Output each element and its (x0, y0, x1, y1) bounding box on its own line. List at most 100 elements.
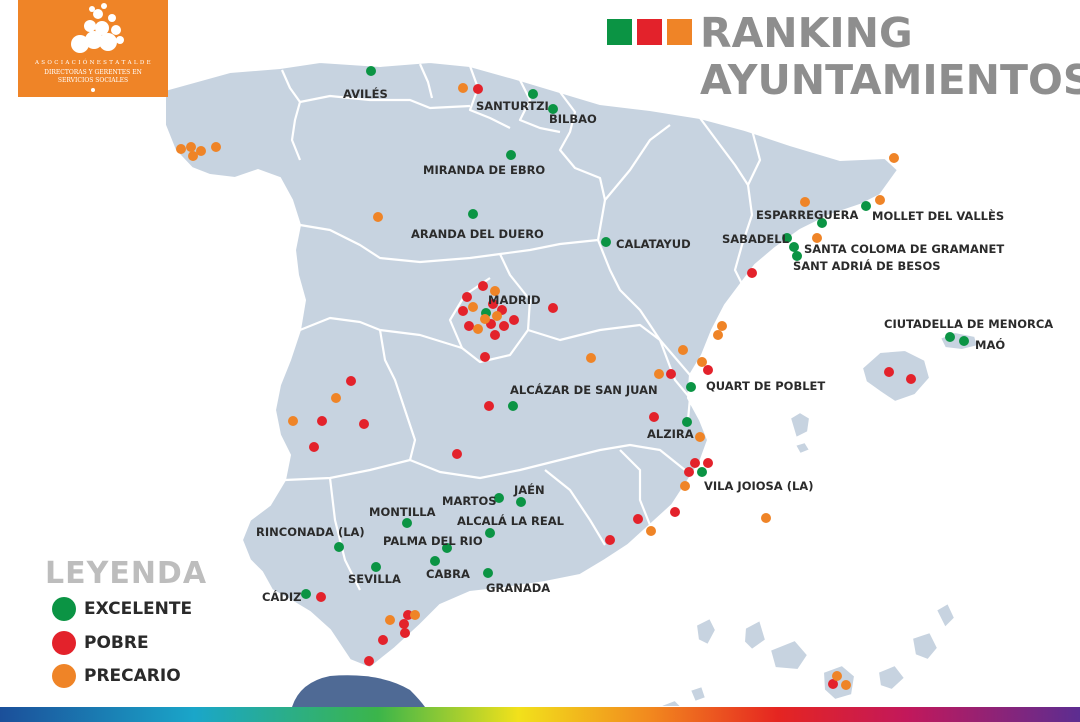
red-dot-icon (52, 631, 76, 655)
map-dot (473, 324, 483, 334)
map-dot (371, 562, 381, 572)
map-dot (666, 369, 676, 379)
map-dot (670, 507, 680, 517)
map-dot (747, 268, 757, 278)
map-dot (703, 458, 713, 468)
logo-line-2: DIRECTORAS Y GERENTES EN (44, 69, 142, 76)
legend-item-pobre: POBRE (52, 631, 149, 655)
orange-dot-icon (52, 664, 76, 688)
city-label: RINCONADA (LA) (256, 525, 365, 539)
dots-excelente (301, 66, 969, 599)
city-label: SEVILLA (348, 572, 401, 586)
map-dot (188, 151, 198, 161)
map-dot (861, 201, 871, 211)
city-label: MADRID (488, 293, 541, 307)
map-dot (186, 142, 196, 152)
map-dot (468, 302, 478, 312)
map-dot (373, 212, 383, 222)
legend-label: PRECARIO (84, 666, 181, 686)
legend-title: LEYENDA (45, 556, 208, 591)
city-label: CALATAYUD (616, 237, 691, 251)
map-dot (480, 314, 490, 324)
legend-item-precario: PRECARIO (52, 664, 181, 688)
map-dot (346, 376, 356, 386)
city-label: CIUTADELLA DE MENORCA (884, 317, 1053, 331)
map-dot (483, 568, 493, 578)
map-dot (697, 357, 707, 367)
city-label: SANTA COLOMA DE GRAMANET (804, 242, 1004, 256)
city-label: BILBAO (549, 112, 597, 126)
map-dot (633, 514, 643, 524)
city-label: ALCALÁ LA REAL (457, 513, 565, 528)
map-dot (889, 153, 899, 163)
map-dot (288, 416, 298, 426)
legend-label: POBRE (84, 633, 149, 653)
orange-square (667, 19, 692, 45)
logo-dot (91, 88, 95, 92)
map-dot (488, 299, 498, 309)
map-dot (601, 237, 611, 247)
map-dot (646, 526, 656, 536)
map-dot (548, 104, 558, 114)
dots-precario (176, 83, 899, 690)
map-dot (490, 330, 500, 340)
red-square (637, 19, 662, 45)
map-dot (690, 458, 700, 468)
map-dot (309, 442, 319, 452)
legend-label: EXCELENTE (84, 599, 193, 619)
logo-line-3: SERVICIOS SOCIALES (57, 77, 129, 84)
map-dot (812, 233, 822, 243)
map-dot (649, 412, 659, 422)
rainbow-footer-bar (0, 707, 1080, 722)
map-dot (761, 513, 771, 523)
city-label: ARANDA DEL DUERO (411, 227, 544, 241)
map-dot (364, 656, 374, 666)
map-dot (452, 449, 462, 459)
map-dot (800, 197, 810, 207)
map-dot (789, 242, 799, 252)
map-dot (473, 84, 483, 94)
map-dot (832, 671, 842, 681)
map-dot (817, 218, 827, 228)
page-title: RANKING AYUNTAMIENTOS (700, 10, 1080, 104)
city-label: VILA JOIOSA (LA) (704, 479, 813, 493)
logo-line-1: A S O C I A C I Ó N E S T A T A L D E (34, 60, 151, 66)
map-dot (385, 615, 395, 625)
map-dot (442, 543, 452, 553)
city-label: CABRA (426, 567, 470, 581)
map-dot (528, 89, 538, 99)
city-label: SABADELL (722, 232, 790, 246)
map-dot (548, 303, 558, 313)
city-label: ALCÁZAR DE SAN JUAN (510, 382, 658, 397)
city-label: ESPARREGUERA (756, 208, 858, 222)
city-label: SANT ADRIÁ DE BESOS (793, 258, 941, 273)
city-label: GRANADA (486, 581, 550, 595)
ibiza (788, 410, 812, 440)
map-dot (462, 292, 472, 302)
map-dot (176, 144, 186, 154)
formentera (793, 440, 812, 456)
map-dot (494, 493, 504, 503)
mallorca (860, 348, 932, 404)
map-dot (717, 321, 727, 331)
map-dot (402, 518, 412, 528)
map-dot (605, 535, 615, 545)
map-dot (485, 528, 495, 538)
peninsula-landmass (164, 60, 900, 670)
city-label: SANTURTZI (476, 99, 549, 113)
city-label: QUART DE POBLET (706, 379, 825, 393)
title-line-2: AYUNTAMIENTOS (700, 56, 1080, 104)
map-dot (484, 401, 494, 411)
map-dot (906, 374, 916, 384)
map-dot (196, 146, 206, 156)
map-dot (316, 592, 326, 602)
dots-pobre (309, 84, 916, 689)
map-dot (400, 628, 410, 638)
map-dot (959, 336, 969, 346)
map-dot (516, 497, 526, 507)
map-dot (684, 467, 694, 477)
map-dot (301, 589, 311, 599)
map-dot (697, 467, 707, 477)
map-dot (792, 251, 802, 261)
